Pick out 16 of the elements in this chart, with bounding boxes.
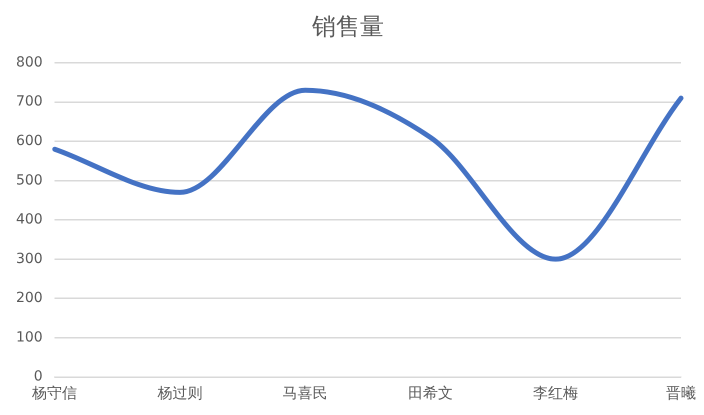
- x-tick-label: 杨过则: [156, 384, 202, 402]
- y-tick-label: 100: [16, 329, 43, 346]
- x-tick-label: 李红梅: [533, 384, 578, 402]
- y-tick-label: 500: [16, 172, 43, 188]
- x-tick-label: 晋曦: [666, 384, 696, 402]
- y-tick-label: 0: [34, 368, 43, 385]
- y-tick-label: 200: [16, 290, 43, 306]
- chart-title: 销售量: [311, 12, 384, 41]
- y-tick-label: 600: [16, 132, 43, 149]
- x-tick-label: 杨守信: [31, 384, 78, 402]
- x-tick-label: 田希文: [408, 384, 453, 402]
- y-tick-label: 300: [16, 250, 43, 267]
- x-tick-label: 马喜民: [282, 384, 328, 402]
- y-tick-label: 800: [16, 54, 43, 70]
- y-tick-label: 400: [16, 212, 43, 228]
- y-tick-label: 700: [16, 94, 43, 110]
